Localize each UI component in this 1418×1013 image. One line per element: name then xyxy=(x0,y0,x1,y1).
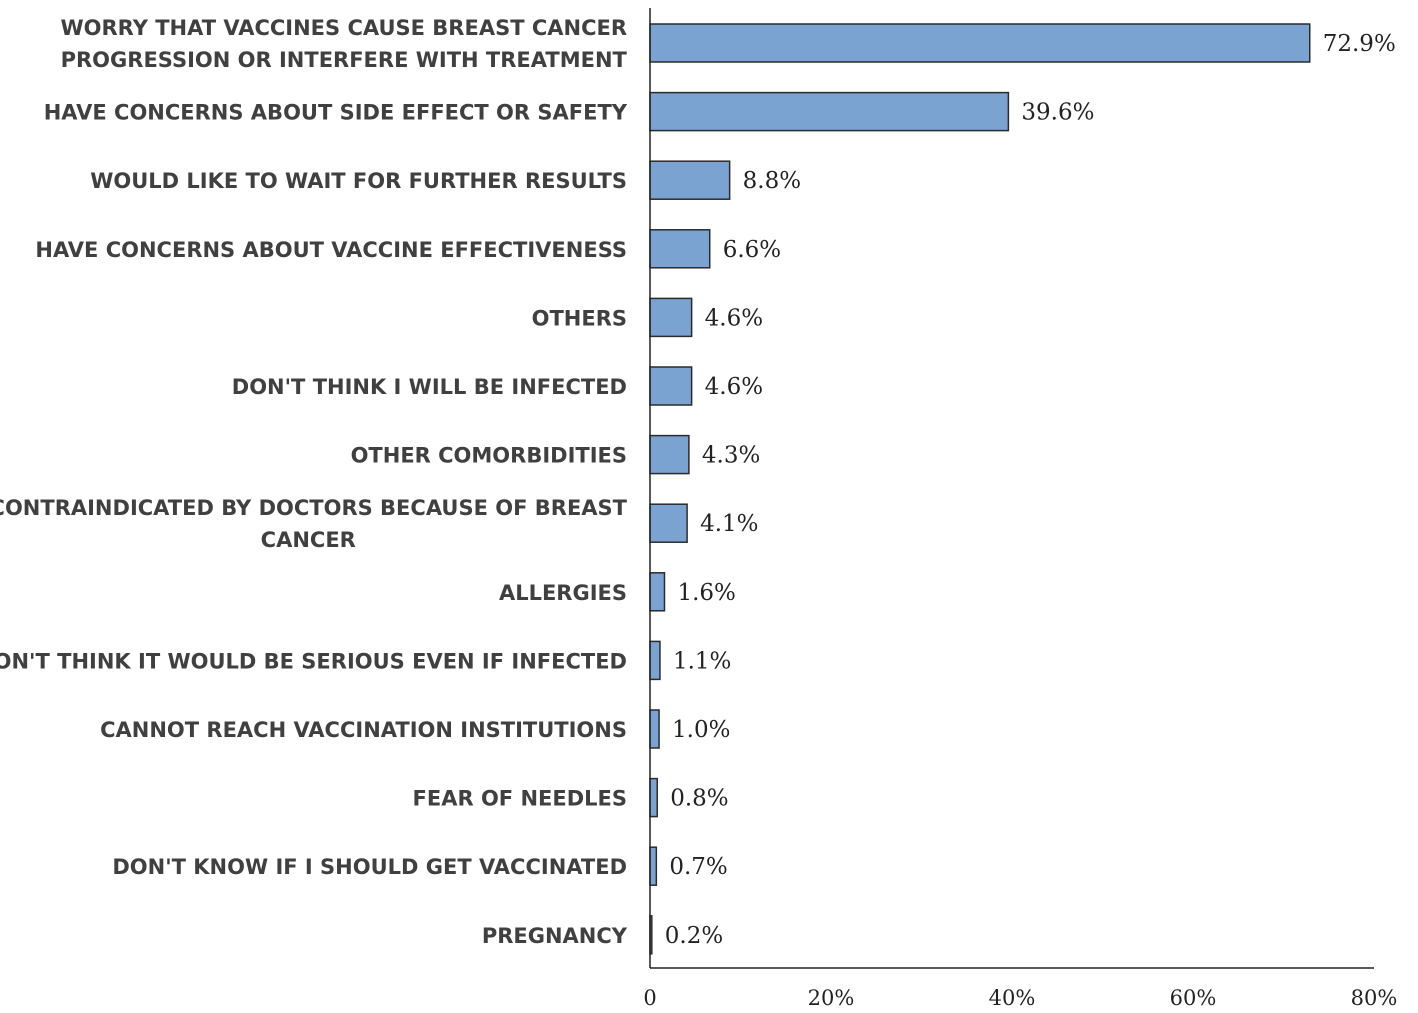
bar-10 xyxy=(649,709,660,749)
category-label-line: CANNOT REACH VACCINATION INSTITUTIONS xyxy=(100,718,627,742)
value-label-4: 4.6% xyxy=(705,305,763,331)
bar-9 xyxy=(649,640,661,681)
category-label-line: CANCER xyxy=(261,528,356,552)
category-label-line: PREGNANCY xyxy=(482,924,628,948)
category-label-8: ALLERGIES xyxy=(499,581,627,605)
value-label-3: 6.6% xyxy=(723,237,781,263)
category-label-6: OTHER COMORBIDITIES xyxy=(351,444,627,468)
category-label-line: ALLERGIES xyxy=(499,581,627,605)
category-labels-group: WORRY THAT VACCINES CAUSE BREAST CANCER P… xyxy=(0,16,628,948)
category-label-line: PROGRESSION OR INTERFERE WITH TREATMENT xyxy=(61,48,628,72)
bar-2 xyxy=(649,160,731,200)
x-tick-label-2: 40% xyxy=(989,986,1036,1010)
x-tick-label-1: 20% xyxy=(808,986,855,1010)
value-label-12: 0.7% xyxy=(669,854,727,880)
category-label-line: DON'T KNOW IF I SHOULD GET VACCINATED xyxy=(112,855,627,879)
value-labels-group: 72.9% 39.6% 8.8% 6.6% 4.6% 4.6% 4.3% 4.1% 1.6% 1.… xyxy=(665,31,1396,949)
category-label-11: FEAR OF NEEDLES xyxy=(413,787,627,811)
category-label-line: OTHERS xyxy=(532,306,627,330)
bar-4 xyxy=(649,297,693,338)
category-label-2: WOULD LIKE TO WAIT FOR FURTHER RESULTS xyxy=(90,169,627,193)
category-label-9: DON'T THINK IT WOULD BE SERIOUS EVEN IF … xyxy=(0,649,627,673)
category-label-0: WORRY THAT VACCINES CAUSE BREAST CANCER P… xyxy=(60,16,627,72)
category-label-4: OTHERS xyxy=(532,306,627,330)
category-label-line: DON'T THINK I WILL BE INFECTED xyxy=(232,375,627,399)
bar-6 xyxy=(649,434,690,475)
bar-1 xyxy=(649,91,1010,132)
category-label-5: DON'T THINK I WILL BE INFECTED xyxy=(232,375,627,399)
category-label-1: HAVE CONCERNS ABOUT SIDE EFFECT OR SAFET… xyxy=(44,101,628,125)
value-label-7: 4.1% xyxy=(700,511,758,537)
value-label-11: 0.8% xyxy=(670,786,728,812)
category-label-10: CANNOT REACH VACCINATION INSTITUTIONS xyxy=(100,718,627,742)
value-label-13: 0.2% xyxy=(665,923,723,949)
bar-0 xyxy=(649,23,1311,63)
value-label-10: 1.0% xyxy=(672,717,730,743)
x-tick-label-3: 60% xyxy=(1170,986,1217,1010)
value-label-8: 1.6% xyxy=(677,580,735,606)
category-label-line: CONTRAINDICATED BY DOCTORS BECAUSE OF BR… xyxy=(0,496,628,520)
category-label-line: HAVE CONCERNS ABOUT SIDE EFFECT OR SAFET… xyxy=(44,101,628,125)
x-tick-label-0: 0 xyxy=(643,986,656,1010)
category-label-12: DON'T KNOW IF I SHOULD GET VACCINATED xyxy=(112,855,627,879)
category-label-line: FEAR OF NEEDLES xyxy=(413,787,627,811)
x-tick-label-4: 80% xyxy=(1351,986,1398,1010)
category-label-7: CONTRAINDICATED BY DOCTORS BECAUSE OF BR… xyxy=(0,496,628,552)
value-label-2: 8.8% xyxy=(743,168,801,194)
bar-8 xyxy=(649,572,666,612)
bars-group xyxy=(649,23,1311,955)
bar-7 xyxy=(649,503,688,543)
axes-group: 0 20% 40% 60% 80% xyxy=(643,8,1397,1010)
bar-5 xyxy=(649,366,693,406)
bar-12 xyxy=(649,846,658,886)
value-label-0: 72.9% xyxy=(1323,31,1396,57)
category-label-line: DON'T THINK IT WOULD BE SERIOUS EVEN IF … xyxy=(0,649,627,673)
category-label-3: HAVE CONCERNS ABOUT VACCINE EFFECTIVENES… xyxy=(35,238,627,262)
category-label-line: HAVE CONCERNS ABOUT VACCINE EFFECTIVENES… xyxy=(35,238,627,262)
value-label-9: 1.1% xyxy=(673,648,731,674)
bar-3 xyxy=(649,229,711,269)
category-label-line: WOULD LIKE TO WAIT FOR FURTHER RESULTS xyxy=(90,169,627,193)
value-label-5: 4.6% xyxy=(705,374,763,400)
value-label-1: 39.6% xyxy=(1021,100,1094,126)
bar-11 xyxy=(649,777,658,818)
category-label-13: PREGNANCY xyxy=(482,924,628,948)
category-label-line: WORRY THAT VACCINES CAUSE BREAST CANCER xyxy=(60,16,627,40)
value-label-6: 4.3% xyxy=(702,443,760,469)
category-label-line: OTHER COMORBIDITIES xyxy=(351,444,627,468)
